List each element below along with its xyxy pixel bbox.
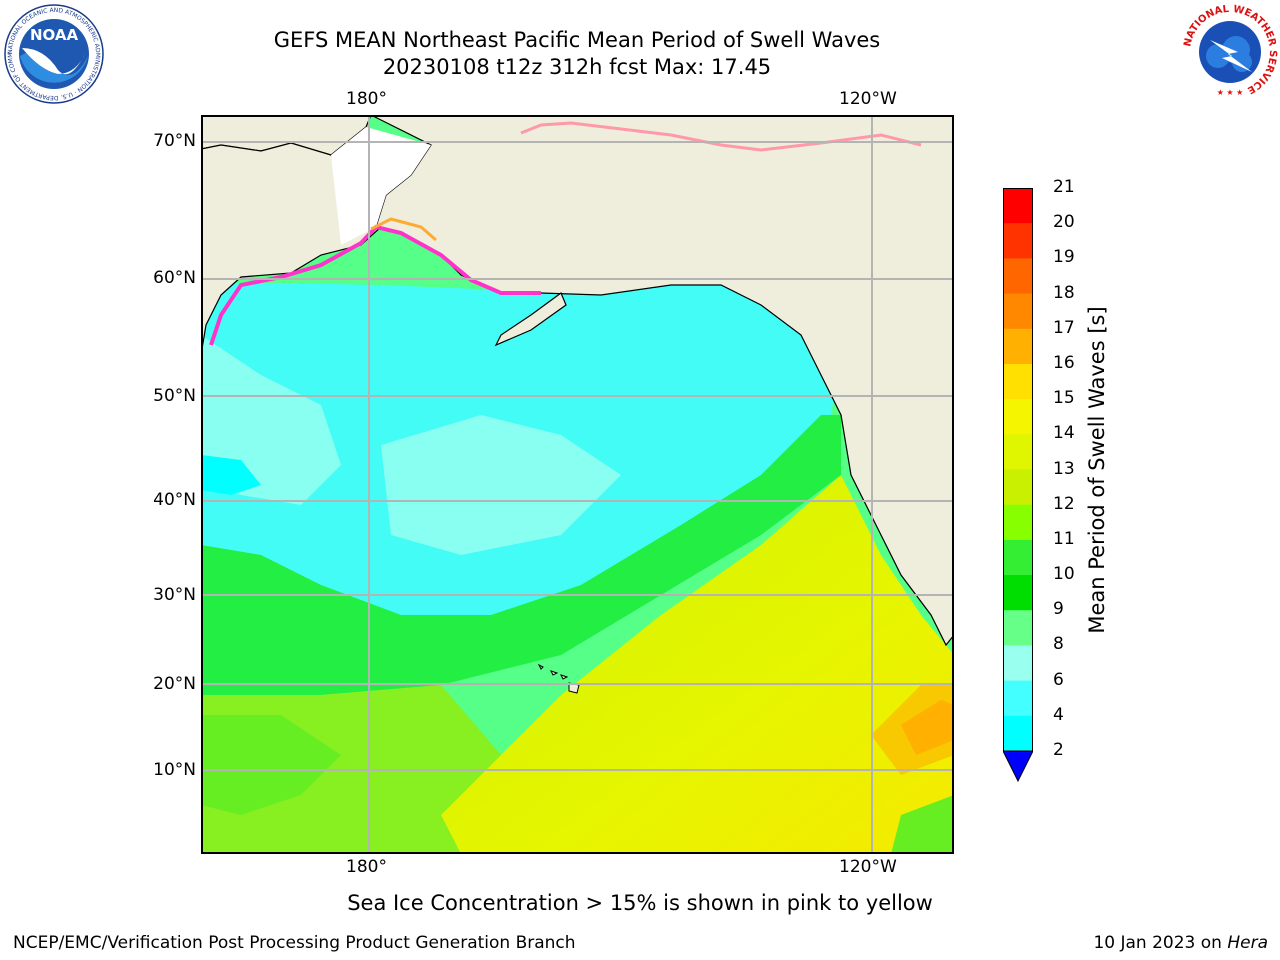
bering-sea-unfrozen <box>331 127 431 245</box>
colorbar-tick-label: 2 <box>1053 740 1064 760</box>
swell-zone-light-cyan <box>381 415 621 555</box>
sea-ice-note: Sea Ice Concentration > 15% is shown in … <box>347 891 933 915</box>
colorbar-tick-label: 19 <box>1053 247 1075 268</box>
lat-label: 40°N <box>153 490 196 510</box>
colorbar-segment <box>1003 575 1033 611</box>
footer-date-text: 10 Jan 2023 on <box>1093 933 1228 953</box>
svg-text:★ ★ ★: ★ ★ ★ <box>1217 88 1244 97</box>
ocean-map <box>201 115 954 854</box>
colorbar-tick-label: 17 <box>1053 317 1075 338</box>
colorbar-segment <box>1003 469 1033 506</box>
colorbar-tick-label: 4 <box>1053 704 1064 725</box>
colorbar-tick-label: 13 <box>1053 458 1075 479</box>
nws-logo: NATIONAL WEATHER SERVICE ★ ★ ★ <box>1182 4 1278 100</box>
colorbar-tick-label: 18 <box>1053 282 1075 303</box>
lat-label: 60°N <box>153 268 196 288</box>
colorbar-segment <box>1003 363 1033 400</box>
colorbar-segment <box>1003 539 1033 576</box>
colorbar-segment <box>1003 188 1033 224</box>
colorbar-segment <box>1003 328 1033 365</box>
lat-label: 30°N <box>153 585 196 605</box>
colorbar-tick-label: 11 <box>1053 528 1075 549</box>
lat-label: 20°N <box>153 674 196 694</box>
colorbar-segment <box>1003 645 1033 682</box>
noaa-logo: NATIONAL OCEANIC AND ATMOSPHERIC ADMINIS… <box>4 4 104 104</box>
colorbar-tick-label: 21 <box>1053 177 1075 197</box>
lon-label-bottom: 120°W <box>839 857 897 877</box>
colorbar-segment <box>1003 504 1033 541</box>
colorbar-title: Mean Period of Swell Waves [s] <box>1085 306 1109 634</box>
colorbar-frame <box>1003 188 1033 752</box>
swell-zone-south-green-dark <box>201 715 341 815</box>
colorbar-extend-arrow <box>1003 750 1033 783</box>
colorbar-tick-label: 6 <box>1053 669 1064 690</box>
sea-ice-arctic <box>520 121 922 152</box>
colorbar-tick-label: 15 <box>1053 388 1075 409</box>
colorbar-tick-label: 12 <box>1053 493 1075 514</box>
colorbar-tick-label: 14 <box>1053 423 1075 444</box>
colorbar-segment <box>1003 715 1033 752</box>
colorbar-segment <box>1003 680 1033 717</box>
lat-label: 10°N <box>153 760 196 780</box>
footer-host: Hera <box>1227 933 1268 953</box>
footer-date: 10 Jan 2023 on Hera <box>1093 933 1268 953</box>
colorbar-tick-label: 16 <box>1053 352 1075 373</box>
land-alaska-peninsula <box>494 292 567 347</box>
colorbar-segment <box>1003 434 1033 470</box>
lat-label: 50°N <box>153 386 196 406</box>
swell-zone-yellow <box>441 475 954 854</box>
lon-label-bottom: 180° <box>346 857 387 877</box>
noaa-text: NOAA <box>30 26 79 44</box>
colorbar-segment <box>1003 293 1033 330</box>
colorbar-tick-label: 10 <box>1053 564 1075 585</box>
lon-label-top: 180° <box>346 89 387 109</box>
colorbar-segment <box>1003 258 1033 295</box>
chart-subtitle: 20230108 t12z 312h fcst Max: 17.45 <box>382 55 772 79</box>
lat-label: 70°N <box>153 131 196 151</box>
colorbar-segment <box>1003 399 1033 435</box>
colorbar <box>1003 188 1033 783</box>
chart-title: GEFS MEAN Northeast Pacific Mean Period … <box>273 28 881 52</box>
swell-zone-cyan-dark <box>201 455 261 495</box>
swell-zone-green <box>201 415 841 695</box>
graticule <box>201 115 954 854</box>
colorbar-tick-label: 20 <box>1053 212 1075 233</box>
lon-label-top: 120°W <box>839 89 897 109</box>
footer-credit: NCEP/EMC/Verification Post Processing Pr… <box>13 933 576 953</box>
swell-zone-orange-max <box>901 700 954 755</box>
colorbar-segment <box>1003 223 1033 259</box>
sea-ice-edge-orange <box>370 217 437 242</box>
hawaii-islands <box>537 663 580 694</box>
swell-zone-southeast-green <box>891 795 954 854</box>
map-frame <box>201 115 954 854</box>
colorbar-tick-label: 9 <box>1053 599 1064 620</box>
colorbar-tick-label: 8 <box>1053 634 1064 655</box>
colorbar-segment <box>1003 610 1033 646</box>
